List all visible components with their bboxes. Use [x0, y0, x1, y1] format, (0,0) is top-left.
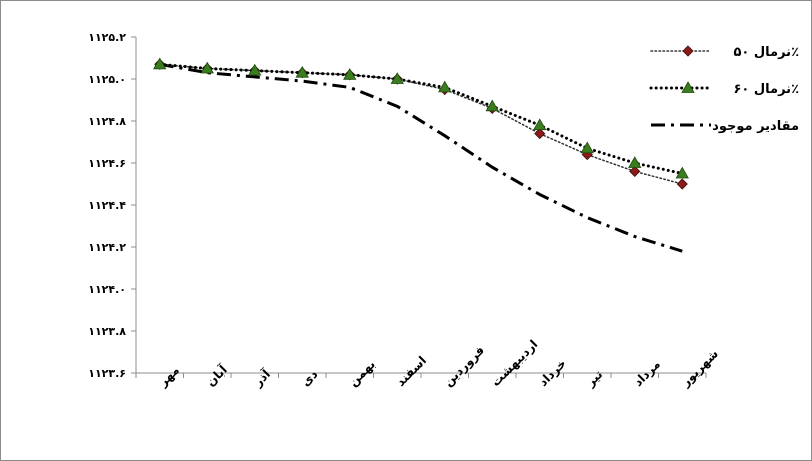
series-2-point [343, 67, 357, 80]
series-2-line [158, 62, 684, 175]
series-2-point [248, 63, 262, 76]
legend-label: نرمال ۵۰٪ [733, 45, 799, 60]
series-2-point [485, 99, 499, 112]
x-tick-label: آذر [250, 366, 274, 390]
x-tick-label: اردیبهشت [488, 337, 540, 389]
axes-layer [131, 36, 707, 378]
y-tick-label: ۱۱۲۴.۰ [88, 283, 126, 296]
series-layer [153, 57, 689, 253]
y-tick-label: ۱۱۲۴.۶ [88, 157, 126, 170]
series-2-point [580, 141, 594, 154]
legend-item: نرمال ۵۰٪ [650, 45, 799, 60]
legend-swatch-marker [681, 81, 695, 93]
series-1 [154, 58, 688, 190]
legend-item: مقادیر موجود [651, 119, 799, 134]
series-2-point [438, 80, 452, 93]
series-2-point [390, 72, 404, 84]
series-1-line [159, 63, 683, 185]
legend-label: مقادیر موجود [712, 119, 799, 134]
y-tick-label: ۱۱۲۳.۸ [88, 325, 126, 338]
y-tick-label: ۱۱۲۴.۴ [88, 199, 126, 212]
x-tick-label: دی [298, 367, 320, 389]
x-tick-label: فروردین [441, 343, 488, 390]
y-tick-label: ۱۱۲۴.۸ [88, 115, 126, 128]
series-1-point [534, 128, 546, 140]
x-tick-label: مهر [155, 363, 182, 390]
x-tick-labels: مهر آبان آذر دی بهمن اسفند فروردین اردیبهشتخردا… [155, 337, 721, 390]
x-tick-label: شهریور [678, 347, 722, 391]
y-tick-label: ۱۱۲۳.۶ [88, 367, 126, 380]
y-tick-label: ۱۱۲۵.۰ [88, 73, 126, 86]
series-2-point [533, 118, 547, 131]
series-3-line [159, 62, 683, 253]
legend-swatch-marker [682, 45, 694, 57]
series-2-point [675, 166, 689, 179]
legend: نرمال ۵۰٪ نرمال ۶۰٪ مقادیر موجود [649, 45, 799, 134]
x-tick-label: اسفند [393, 353, 429, 389]
series-2 [153, 57, 689, 179]
series-2-point [628, 156, 642, 168]
series-2-point [153, 57, 167, 70]
x-tick-label: تیر [583, 367, 606, 390]
y-tick-labels: ۱۱۲۵.۲ ۱۱۲۵.۰ ۱۱۲۴.۸ ۱۱۲۴.۶ ۱۱۲۴.۴ ۱۱۲۴.۲ ۱۱۲۴… [88, 31, 126, 380]
series-1-point [676, 178, 688, 190]
series-2-point [295, 65, 309, 78]
series-2-point [200, 61, 214, 74]
y-tick-label: ۱۱۲۵.۲ [88, 31, 126, 44]
legend-label: نرمال ۶۰٪ [733, 82, 799, 97]
x-tick-label: آبان [203, 361, 231, 389]
series-3 [159, 62, 683, 253]
y-tick-label: ۱۱۲۴.۲ [88, 241, 126, 254]
legend-item: نرمال ۶۰٪ [649, 81, 799, 97]
series-1-point [629, 165, 641, 177]
